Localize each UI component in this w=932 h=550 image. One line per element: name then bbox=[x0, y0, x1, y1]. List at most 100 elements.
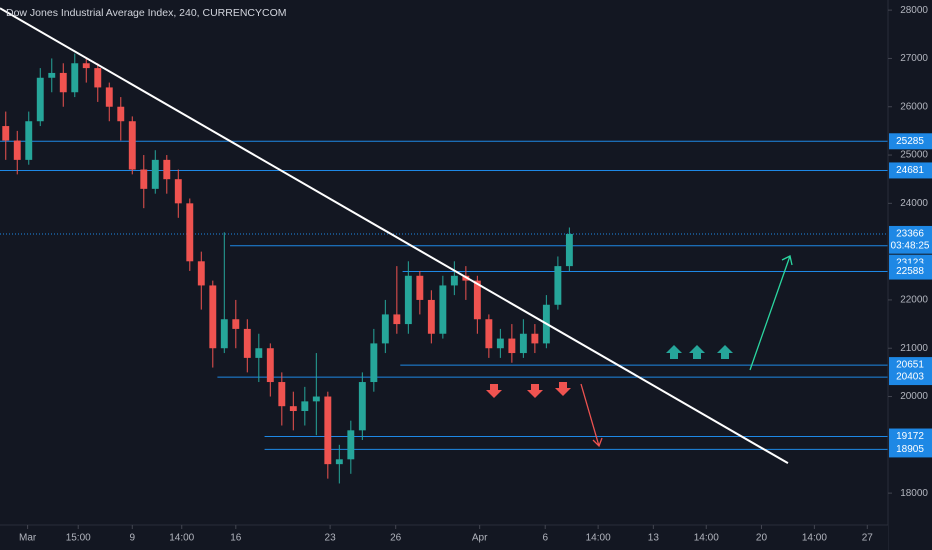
candle-body bbox=[186, 203, 194, 262]
level-box bbox=[889, 133, 932, 150]
level-label: 19172 bbox=[896, 431, 924, 442]
candle-body bbox=[485, 319, 493, 349]
level-box bbox=[889, 162, 932, 179]
candle-body bbox=[393, 314, 401, 325]
candle-body bbox=[519, 333, 527, 354]
x-tick-label: 23 bbox=[325, 533, 337, 544]
candle-body bbox=[13, 140, 21, 160]
x-tick-label: 14:00 bbox=[694, 533, 719, 544]
candle-body bbox=[416, 275, 424, 300]
time-axis-bg bbox=[0, 525, 888, 550]
candle-body bbox=[82, 63, 90, 69]
levels bbox=[0, 140, 888, 450]
candle-body bbox=[117, 106, 125, 122]
candle-body bbox=[289, 406, 297, 412]
candle-body bbox=[128, 121, 136, 170]
level-label: 20651 bbox=[896, 360, 924, 371]
candle-body bbox=[278, 382, 286, 407]
candle-body bbox=[174, 179, 182, 204]
candle-body bbox=[301, 401, 309, 412]
up-arrow bbox=[689, 345, 705, 359]
level-label: 20403 bbox=[896, 372, 924, 383]
candle-body bbox=[163, 159, 171, 180]
y-tick-label: 22000 bbox=[900, 295, 928, 306]
x-tick-label: 27 bbox=[862, 533, 874, 544]
candle-body bbox=[554, 266, 562, 305]
y-tick-label: 24000 bbox=[900, 198, 928, 209]
candle-body bbox=[71, 63, 79, 93]
level-label: 23366 bbox=[896, 229, 924, 240]
y-tick-label: 26000 bbox=[900, 101, 928, 112]
candle-body bbox=[358, 382, 366, 431]
down-arrow bbox=[486, 384, 502, 398]
projection-down bbox=[580, 383, 603, 448]
chart-title: Dow Jones Industrial Average Index, 240,… bbox=[6, 7, 287, 19]
y-tick-label: 25000 bbox=[900, 150, 928, 161]
candle-body bbox=[450, 275, 458, 286]
candle-body bbox=[105, 87, 113, 107]
candle-body bbox=[209, 285, 217, 349]
level-label: 24681 bbox=[896, 165, 924, 176]
y-tick-label: 18000 bbox=[900, 488, 928, 499]
candle-body bbox=[197, 261, 205, 286]
candle-body bbox=[531, 333, 539, 344]
x-tick-label: 13 bbox=[648, 533, 660, 544]
countdown-box bbox=[889, 237, 932, 254]
down-arrow bbox=[527, 384, 543, 398]
level-label: 18905 bbox=[896, 444, 924, 455]
y-tick-label: 28000 bbox=[900, 5, 928, 16]
x-tick-label: 14:00 bbox=[586, 533, 611, 544]
level-box bbox=[889, 369, 932, 386]
candle-body bbox=[370, 343, 378, 383]
candle-body bbox=[381, 314, 389, 344]
candle-body bbox=[427, 299, 435, 334]
candle-body bbox=[151, 159, 159, 189]
drawings bbox=[0, 7, 793, 465]
x-tick-label: 20 bbox=[756, 533, 768, 544]
down-arrow bbox=[555, 382, 571, 396]
level-box bbox=[889, 428, 932, 445]
candle-body bbox=[335, 459, 343, 465]
candle-body bbox=[243, 328, 251, 358]
level-box bbox=[889, 441, 932, 458]
candle-body bbox=[232, 319, 240, 329]
up-arrow bbox=[666, 345, 682, 359]
x-tick-label: 26 bbox=[390, 533, 402, 544]
x-tick-label: 9 bbox=[129, 533, 135, 544]
candle-body bbox=[312, 396, 320, 402]
candle-body bbox=[496, 338, 504, 349]
x-tick-label: 15:00 bbox=[66, 533, 91, 544]
y-tick-label: 27000 bbox=[900, 53, 928, 64]
candle-body bbox=[324, 396, 332, 465]
candle-body bbox=[255, 348, 263, 358]
up-arrow bbox=[717, 345, 733, 359]
candle-body bbox=[2, 126, 10, 141]
level-box bbox=[889, 263, 932, 280]
candle-body bbox=[25, 121, 33, 160]
candle-body bbox=[94, 68, 102, 88]
level-label: 23123 bbox=[896, 257, 924, 268]
candle-body bbox=[439, 285, 447, 334]
x-tick-label: 6 bbox=[542, 533, 548, 544]
candle-body bbox=[473, 280, 481, 320]
candle-body bbox=[140, 169, 148, 189]
projection-up bbox=[749, 255, 793, 371]
level-label: 22588 bbox=[896, 266, 924, 277]
x-tick-label: 14:00 bbox=[802, 533, 827, 544]
candles bbox=[2, 53, 573, 484]
candle-body bbox=[36, 77, 44, 122]
x-tick-label: 16 bbox=[230, 533, 242, 544]
candle-body bbox=[59, 72, 67, 93]
trendline bbox=[0, 7, 789, 465]
candle-body bbox=[404, 275, 412, 325]
x-tick-label: 14:00 bbox=[169, 533, 194, 544]
level-label: 25285 bbox=[896, 136, 924, 147]
y-tick-label: 20000 bbox=[900, 391, 928, 402]
y-tick-label: 21000 bbox=[900, 343, 928, 354]
candle-body bbox=[565, 233, 573, 267]
x-tick-label: Apr bbox=[472, 533, 488, 544]
candle-body bbox=[266, 348, 274, 383]
